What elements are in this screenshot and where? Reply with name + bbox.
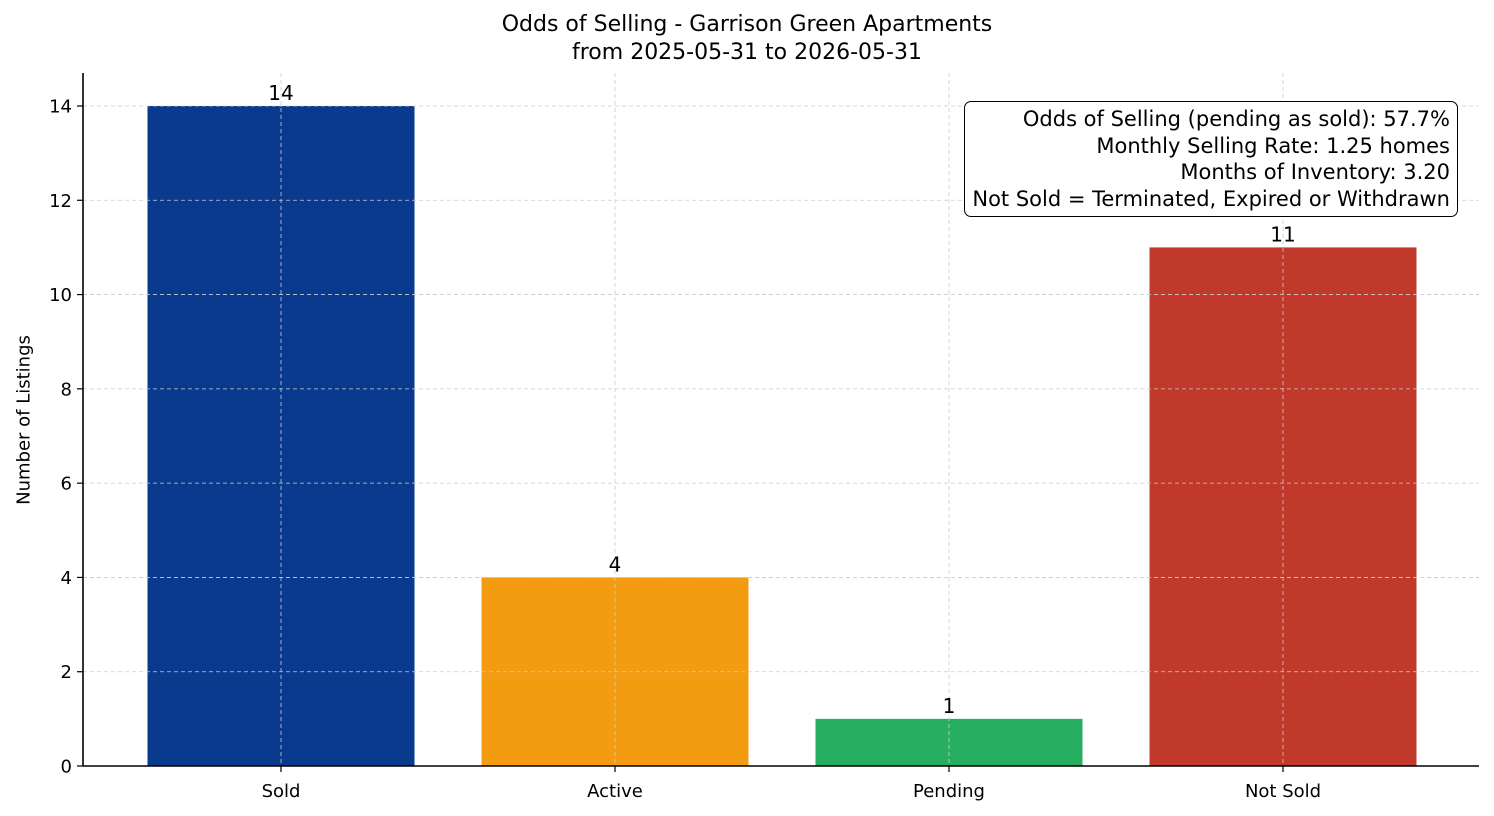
info-line-odds: Odds of Selling (pending as sold): 57.7%: [1022, 107, 1450, 131]
x-tick-label: Active: [587, 781, 643, 802]
info-line-inventory: Months of Inventory: 3.20: [1180, 160, 1450, 184]
bar-value-label: 14: [268, 81, 293, 105]
x-tick-label: Sold: [262, 781, 301, 802]
chart-subtitle: from 2025-05-31 to 2026-05-31: [572, 40, 922, 65]
bar-value-label: 11: [1270, 222, 1295, 246]
bars: [83, 73, 1479, 766]
x-tick-label: Pending: [913, 781, 985, 802]
y-tick-label: 14: [49, 97, 72, 118]
info-box: Odds of Selling (pending as sold): 57.7%…: [964, 101, 1458, 217]
y-tick-label: 6: [61, 474, 72, 495]
x-tick-label: Not Sold: [1245, 781, 1321, 802]
bar-value-label: 1: [943, 694, 956, 718]
bar-value-label: 4: [609, 552, 622, 576]
y-tick-label: 8: [61, 379, 72, 400]
y-tick-label: 12: [49, 191, 72, 212]
y-tick-label: 2: [61, 662, 72, 683]
y-tick-label: 0: [61, 757, 72, 778]
bar-sold: [147, 106, 415, 766]
y-tick-label: 10: [49, 285, 72, 306]
info-line-rate: Monthly Selling Rate: 1.25 homes: [1096, 133, 1450, 158]
chart-title: Odds of Selling - Garrison Green Apartme…: [501, 12, 993, 37]
y-tick-label: 4: [61, 568, 72, 589]
info-line-note: Not Sold = Terminated, Expired or Withdr…: [972, 186, 1450, 211]
